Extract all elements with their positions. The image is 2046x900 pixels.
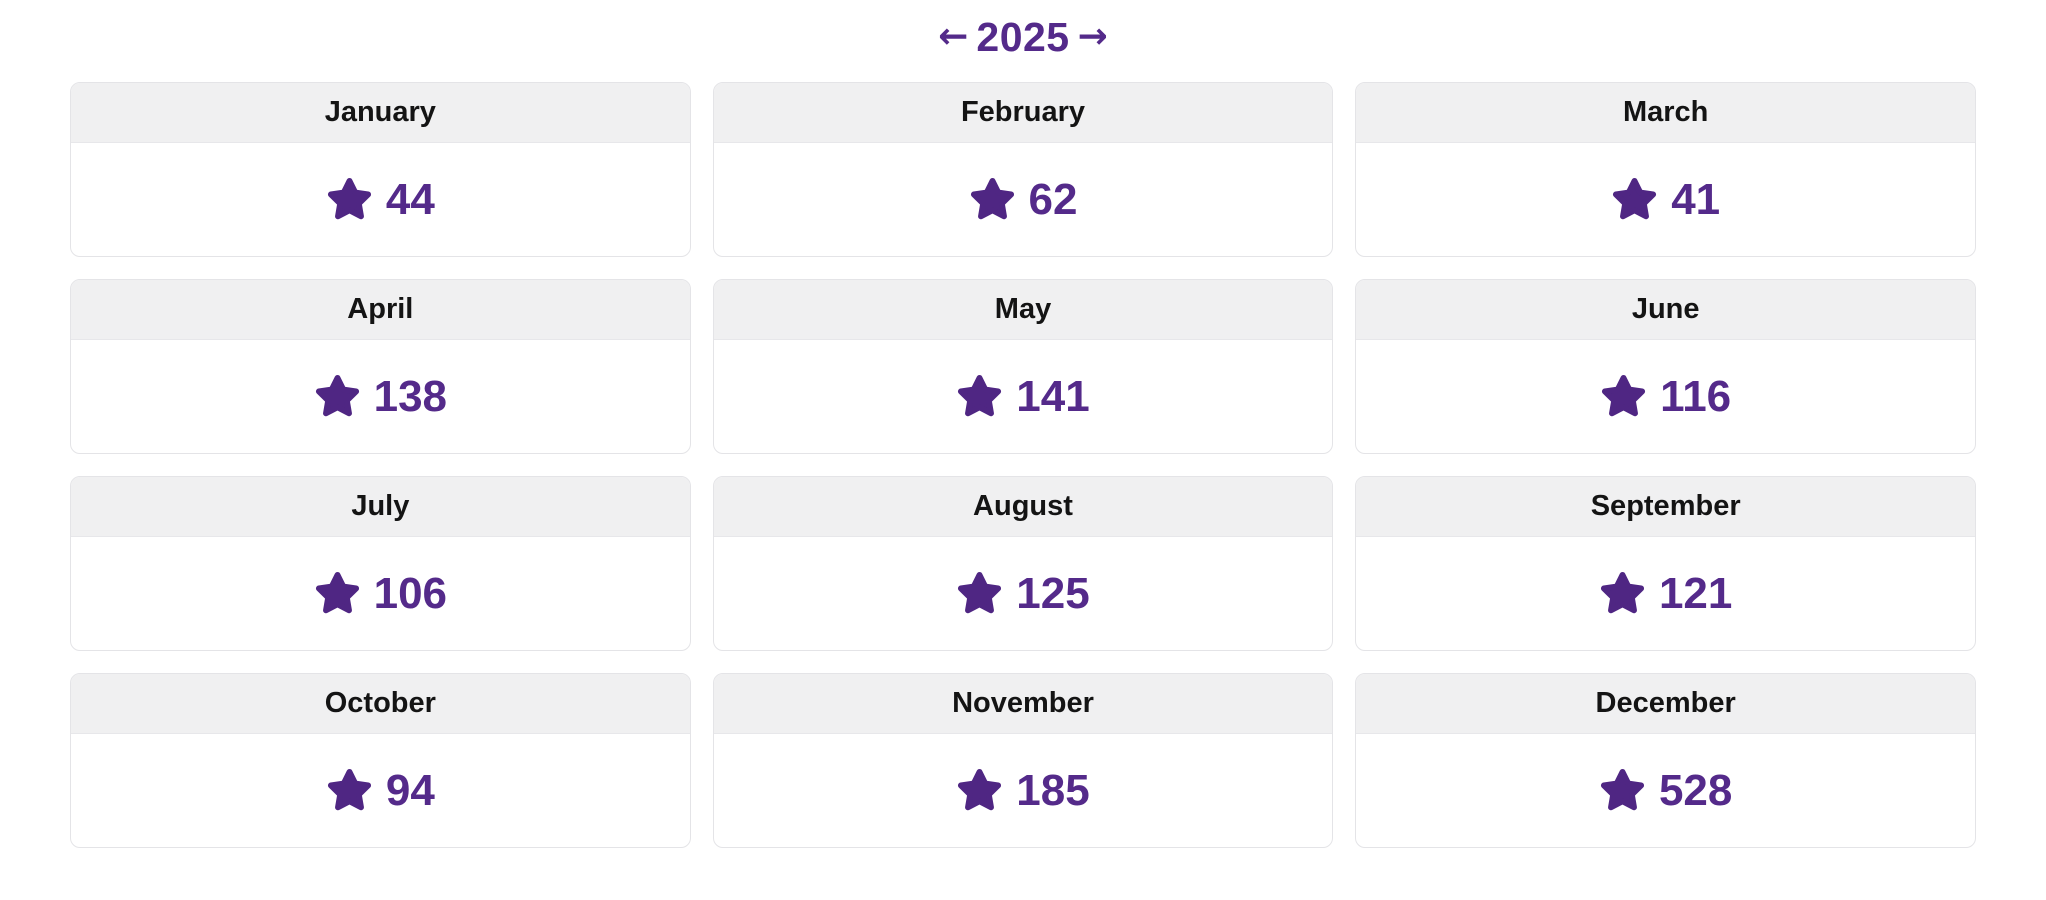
- month-name: January: [324, 96, 436, 128]
- month-card-body: 138: [71, 340, 690, 453]
- month-count: 141: [1016, 371, 1090, 421]
- month-count: 528: [1658, 765, 1733, 815]
- month-name: December: [1595, 687, 1736, 719]
- month-count: 125: [1016, 568, 1090, 618]
- month-card-header: February: [713, 83, 1333, 143]
- star-icon: [970, 177, 1014, 220]
- month-card-body: 121: [1356, 537, 1975, 650]
- star-icon: [327, 768, 371, 811]
- month-card[interactable]: August 125: [712, 476, 1334, 651]
- month-card-body: 528: [1356, 734, 1975, 847]
- month-card-header: March: [1356, 83, 1975, 143]
- month-count: 62: [1028, 174, 1078, 224]
- month-card-body: 62: [714, 143, 1333, 256]
- month-card-body: 44: [71, 143, 690, 256]
- month-card-header: September: [1356, 477, 1975, 537]
- months-grid: January 44 February 62 March 41: [70, 82, 1976, 848]
- month-name: June: [1631, 293, 1700, 325]
- star-icon: [315, 571, 359, 614]
- month-card-header: January: [71, 83, 690, 143]
- month-name: September: [1590, 490, 1741, 522]
- right-arrow-icon[interactable]: →: [1077, 16, 1108, 57]
- star-icon: [958, 374, 1002, 417]
- month-card-header: November: [713, 674, 1333, 734]
- month-name: February: [960, 96, 1086, 128]
- month-card-body: 185: [714, 734, 1333, 847]
- month-card-header: April: [71, 280, 690, 340]
- month-card[interactable]: April 138: [70, 279, 691, 454]
- month-card[interactable]: July 106: [70, 476, 691, 651]
- month-card-body: 41: [1356, 143, 1975, 256]
- month-name: April: [347, 293, 414, 325]
- month-card-body: 94: [71, 734, 690, 847]
- month-name: November: [952, 687, 1094, 719]
- month-card-header: October: [71, 674, 690, 734]
- month-count: 138: [373, 371, 448, 421]
- month-card[interactable]: November 185: [712, 673, 1334, 848]
- month-name: March: [1622, 96, 1709, 128]
- year-label: 2025: [976, 13, 1070, 60]
- month-card[interactable]: September 121: [1355, 476, 1976, 651]
- star-icon: [1600, 571, 1645, 614]
- month-name: August: [973, 490, 1073, 522]
- month-card-header: December: [1356, 674, 1975, 734]
- month-name: May: [994, 293, 1052, 325]
- month-count: 116: [1660, 371, 1732, 421]
- year-navigator: ← 2025 →: [0, 10, 2046, 64]
- month-card[interactable]: October 94: [70, 673, 691, 848]
- month-card-body: 125: [714, 537, 1333, 650]
- month-name: October: [324, 687, 436, 719]
- month-card-body: 106: [71, 537, 690, 650]
- star-icon: [958, 571, 1002, 614]
- left-arrow-icon[interactable]: ←: [938, 16, 969, 57]
- month-count: 44: [385, 174, 435, 224]
- month-count: 185: [1016, 765, 1090, 815]
- star-icon: [315, 374, 359, 417]
- star-icon: [1613, 177, 1657, 220]
- month-name: July: [351, 490, 410, 522]
- month-card[interactable]: January 44: [70, 82, 691, 257]
- month-card-header: July: [71, 477, 690, 537]
- month-card-header: May: [713, 280, 1333, 340]
- month-card[interactable]: February 62: [712, 82, 1334, 257]
- month-card[interactable]: December 528: [1355, 673, 1976, 848]
- month-card[interactable]: June 116: [1355, 279, 1976, 454]
- month-card[interactable]: March 41: [1355, 82, 1976, 257]
- star-icon: [1602, 374, 1646, 417]
- month-card-header: June: [1356, 280, 1975, 340]
- month-card-body: 116: [1356, 340, 1975, 453]
- month-card-header: August: [713, 477, 1333, 537]
- month-count: 94: [385, 765, 435, 815]
- star-icon: [1600, 768, 1645, 811]
- month-count: 41: [1671, 174, 1721, 224]
- month-card-body: 141: [714, 340, 1333, 453]
- star-icon: [958, 768, 1002, 811]
- month-count: 121: [1658, 568, 1733, 618]
- month-card[interactable]: May 141: [712, 279, 1334, 454]
- month-count: 106: [373, 568, 448, 618]
- star-icon: [327, 177, 371, 220]
